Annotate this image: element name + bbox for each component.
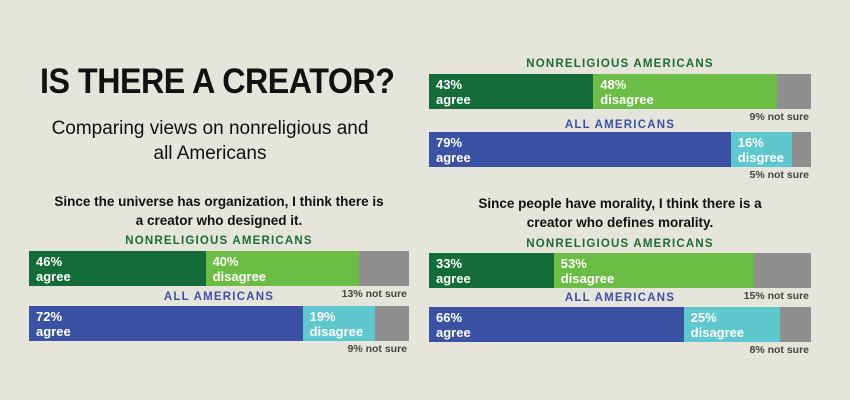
agree-segment: 79% agree bbox=[429, 132, 731, 167]
segment-value: 25% bbox=[690, 310, 717, 325]
segment-label: agree bbox=[436, 150, 471, 165]
not-sure-label: 13% not sure bbox=[341, 288, 407, 300]
segment-label: disagree bbox=[309, 324, 364, 339]
group-label: NONRELIGIOUS AMERICANS bbox=[526, 238, 714, 250]
group-label: NONRELIGIOUS AMERICANS bbox=[125, 235, 313, 247]
agree-segment: 66% agree bbox=[429, 307, 684, 342]
not-sure-segment bbox=[780, 307, 811, 342]
stacked-bar: 43% agree 48% disagree bbox=[429, 74, 811, 109]
segment-value: 19% bbox=[309, 309, 336, 324]
not-sure-label: 15% not sure bbox=[743, 290, 809, 302]
segment-label: agree bbox=[36, 324, 71, 339]
segment-label: agree bbox=[436, 271, 471, 286]
agree-segment: 72% agree bbox=[29, 306, 303, 341]
segment-label: agree bbox=[436, 325, 471, 340]
stacked-bar: 79% agree 16% disgree bbox=[429, 132, 811, 167]
segment-value: 33% bbox=[436, 256, 463, 271]
not-sure-segment bbox=[374, 306, 409, 341]
group-label: ALL AMERICANS bbox=[564, 292, 676, 304]
not-sure-segment bbox=[754, 253, 811, 288]
group-label: NONRELIGIOUS AMERICANS bbox=[526, 58, 714, 70]
disagree-segment: 53% disagree bbox=[553, 253, 755, 288]
not-sure-label: 8% not sure bbox=[749, 344, 809, 356]
segment-label: disagree bbox=[600, 92, 654, 107]
not-sure-label: 9% not sure bbox=[749, 111, 809, 123]
agree-segment: 43% agree bbox=[429, 74, 594, 109]
segment-label: disgree bbox=[737, 150, 785, 165]
not-sure-segment bbox=[776, 74, 811, 109]
stacked-bar: 46% agree 40% disagree bbox=[29, 251, 409, 286]
segment-label: agree bbox=[436, 92, 471, 107]
segment-label: disagree bbox=[690, 325, 745, 340]
stacked-bar: 66% agree 25% disagree bbox=[429, 307, 811, 342]
not-sure-segment bbox=[359, 251, 409, 286]
agree-segment: 33% agree bbox=[429, 253, 554, 288]
disagree-segment: 48% disagree bbox=[593, 74, 777, 109]
chart-statement: Since people have morality, I think ther… bbox=[478, 196, 762, 230]
segment-label: disagree bbox=[212, 269, 267, 284]
agree-segment: 46% agree bbox=[29, 251, 206, 286]
segment-value: 46% bbox=[36, 254, 63, 269]
page-subtitle: Comparing views on nonreligious and all … bbox=[51, 118, 369, 164]
segment-label: disagree bbox=[560, 271, 615, 286]
segment-value: 43% bbox=[436, 77, 463, 92]
not-sure-label: 5% not sure bbox=[749, 169, 809, 181]
segment-label: agree bbox=[36, 269, 71, 284]
segment-value: 79% bbox=[436, 135, 463, 150]
segment-value: 16% bbox=[737, 135, 764, 150]
disagree-segment: 19% disagree bbox=[302, 306, 375, 341]
chart-statement: Since the universe has organization, I t… bbox=[54, 194, 384, 228]
page-title: IS THERE A CREATOR? bbox=[40, 62, 395, 101]
segment-value: 48% bbox=[600, 77, 627, 92]
group-label: ALL AMERICANS bbox=[163, 291, 275, 303]
disagree-segment: 40% disagree bbox=[205, 251, 360, 286]
disagree-segment: 25% disagree bbox=[683, 307, 781, 342]
not-sure-label: 9% not sure bbox=[347, 343, 407, 355]
stacked-bar: 33% agree 53% disagree bbox=[429, 253, 811, 288]
segment-value: 53% bbox=[560, 256, 587, 271]
disagree-segment: 16% disgree bbox=[730, 132, 792, 167]
segment-value: 72% bbox=[36, 309, 63, 324]
segment-value: 40% bbox=[212, 254, 239, 269]
stacked-bar: 72% agree 19% disagree bbox=[29, 306, 409, 341]
not-sure-segment bbox=[791, 132, 811, 167]
group-label: ALL AMERICANS bbox=[564, 119, 676, 131]
segment-value: 66% bbox=[436, 310, 463, 325]
